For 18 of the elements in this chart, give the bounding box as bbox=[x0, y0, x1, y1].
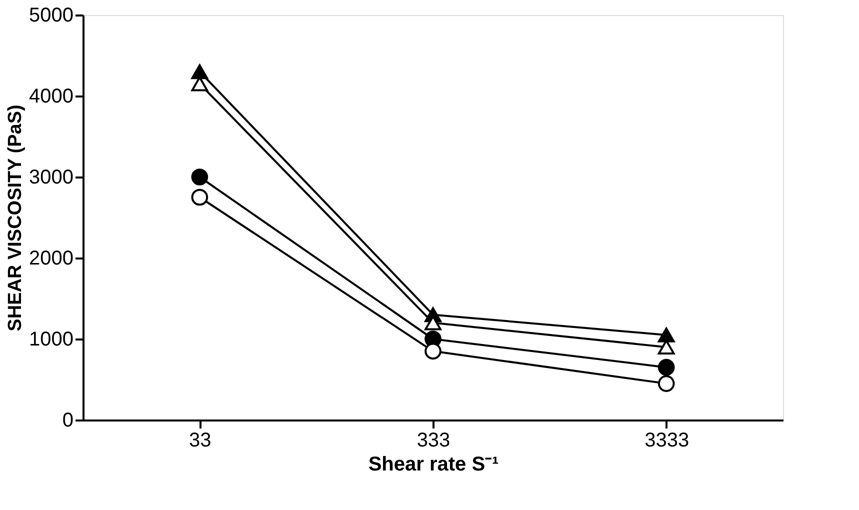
point bbox=[191, 64, 208, 80]
y-tick-label: 4000 bbox=[29, 86, 74, 108]
x-tick-label: 33 bbox=[189, 430, 212, 452]
y-tick-label: 0 bbox=[62, 410, 74, 432]
point bbox=[191, 188, 208, 206]
y-tick-label: 1000 bbox=[29, 328, 74, 350]
y-tick-label: 3000 bbox=[29, 166, 74, 188]
point bbox=[191, 168, 208, 186]
x-tick-label: 333 bbox=[416, 430, 450, 452]
x-tick-label: 3333 bbox=[644, 430, 690, 452]
y-tick-label: 2000 bbox=[29, 248, 74, 270]
point bbox=[658, 358, 675, 376]
point bbox=[658, 328, 675, 342]
y-axis-title: SHEAR VISCOSITY (PaS) bbox=[5, 104, 26, 332]
point bbox=[658, 375, 675, 392]
point bbox=[424, 342, 442, 360]
y-tick-label: 5000 bbox=[29, 4, 74, 26]
x-axis-title: Shear rate S⁻¹ bbox=[368, 454, 500, 476]
